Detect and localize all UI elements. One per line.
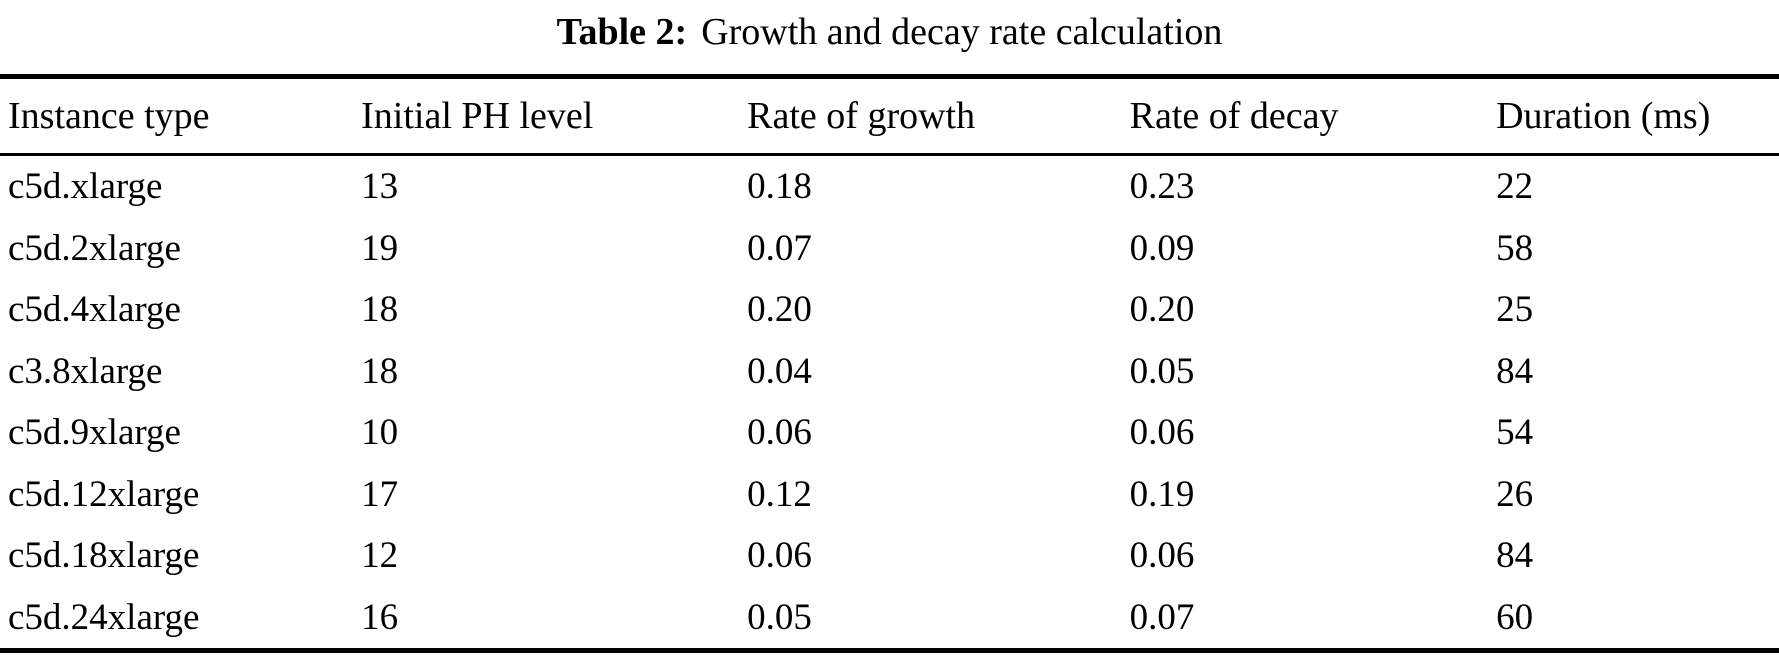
- instance-type-cell: c5d.18xlarge: [8, 535, 200, 577]
- table-caption-text: Growth and decay rate calculation: [701, 11, 1223, 53]
- table-cell: 18: [361, 289, 399, 331]
- column-header: Rate of decay: [1129, 79, 1497, 156]
- column-header: Rate of growth: [747, 79, 1130, 156]
- table-cell: 0.20: [1129, 289, 1195, 331]
- table-row: c5d.xlarge 13 0.18 0.23 22: [0, 155, 1779, 218]
- table-cell: 13: [361, 166, 399, 208]
- table-top-rule: [0, 74, 1779, 79]
- table-cell: 19: [361, 227, 399, 269]
- table-row: c5d.12xlarge 17 0.12 0.19 26: [0, 464, 1779, 526]
- table-cell: 22: [1496, 166, 1534, 208]
- table-cell: 0.23: [1129, 166, 1195, 208]
- table-cell: 84: [1496, 350, 1534, 392]
- table-row: c5d.24xlarge 16 0.05 0.07 60: [0, 586, 1779, 653]
- instance-type-cell: c5d.2xlarge: [8, 227, 181, 269]
- table-cell: 0.07: [1129, 586, 1497, 653]
- table-cell: 0.09: [1129, 227, 1195, 269]
- instance-type-cell: c5d.24xlarge: [0, 586, 362, 653]
- instance-type-cell: c5d.xlarge: [8, 166, 163, 208]
- table-cell: 12: [361, 535, 399, 577]
- table-cell: 0.12: [747, 473, 812, 515]
- table-cell: 10: [361, 412, 399, 454]
- table-cell: 0.05: [1129, 350, 1195, 392]
- table-cell: 26: [1496, 473, 1534, 515]
- table-cell: 16: [361, 586, 748, 653]
- table-row: Instance type Initial PH level Rate of gro…: [0, 79, 1779, 156]
- table-cell: 0.05: [747, 586, 1130, 653]
- table-cell: 84: [1496, 535, 1534, 577]
- table-cell: 0.06: [1129, 535, 1195, 577]
- table-cell: 0.18: [747, 166, 812, 208]
- table-caption: Table 2: Growth and decay rate calculatio…: [0, 0, 1779, 66]
- table-caption-label: Table 2:: [556, 11, 688, 53]
- table-header-row: Instance type Initial PH level Rate of gro…: [0, 79, 1779, 156]
- table-cell: 0.06: [1129, 412, 1195, 454]
- instance-type-cell: c5d.9xlarge: [8, 412, 181, 454]
- column-header: Duration (ms): [1496, 79, 1779, 156]
- table-body: c5d.xlarge 13 0.18 0.23 22 c5d.2xlarge 19 0.07 0…: [0, 155, 1779, 653]
- table-cell: 0.04: [747, 350, 812, 392]
- instance-type-cell: c5d.12xlarge: [8, 473, 200, 515]
- table-cell: 0.20: [747, 289, 812, 331]
- table-cell: 58: [1496, 227, 1534, 269]
- table-cell: 0.07: [747, 227, 812, 269]
- table-row: c3.8xlarge 18 0.04 0.05 84: [0, 341, 1779, 403]
- table-row: c5d.9xlarge 10 0.06 0.06 54: [0, 402, 1779, 464]
- table-cell: 25: [1496, 289, 1534, 331]
- column-header: Initial PH level: [361, 79, 748, 156]
- table-cell: 0.19: [1129, 473, 1195, 515]
- column-header: Instance type: [0, 79, 362, 156]
- table-cell: 54: [1496, 412, 1534, 454]
- data-table: Instance type Initial PH level Rate of gro…: [0, 79, 1779, 653]
- table-cell: 17: [361, 473, 399, 515]
- table-row: c5d.2xlarge 19 0.07 0.09 58: [0, 218, 1779, 280]
- table-cell: 60: [1496, 586, 1779, 653]
- table-cell: 18: [361, 350, 399, 392]
- instance-type-cell: c3.8xlarge: [8, 350, 163, 392]
- table-cell: 0.06: [747, 412, 812, 454]
- table-row: c5d.4xlarge 18 0.20 0.20 25: [0, 279, 1779, 341]
- table-cell: 0.06: [747, 535, 812, 577]
- instance-type-cell: c5d.4xlarge: [8, 289, 181, 331]
- table-row: c5d.18xlarge 12 0.06 0.06 84: [0, 525, 1779, 587]
